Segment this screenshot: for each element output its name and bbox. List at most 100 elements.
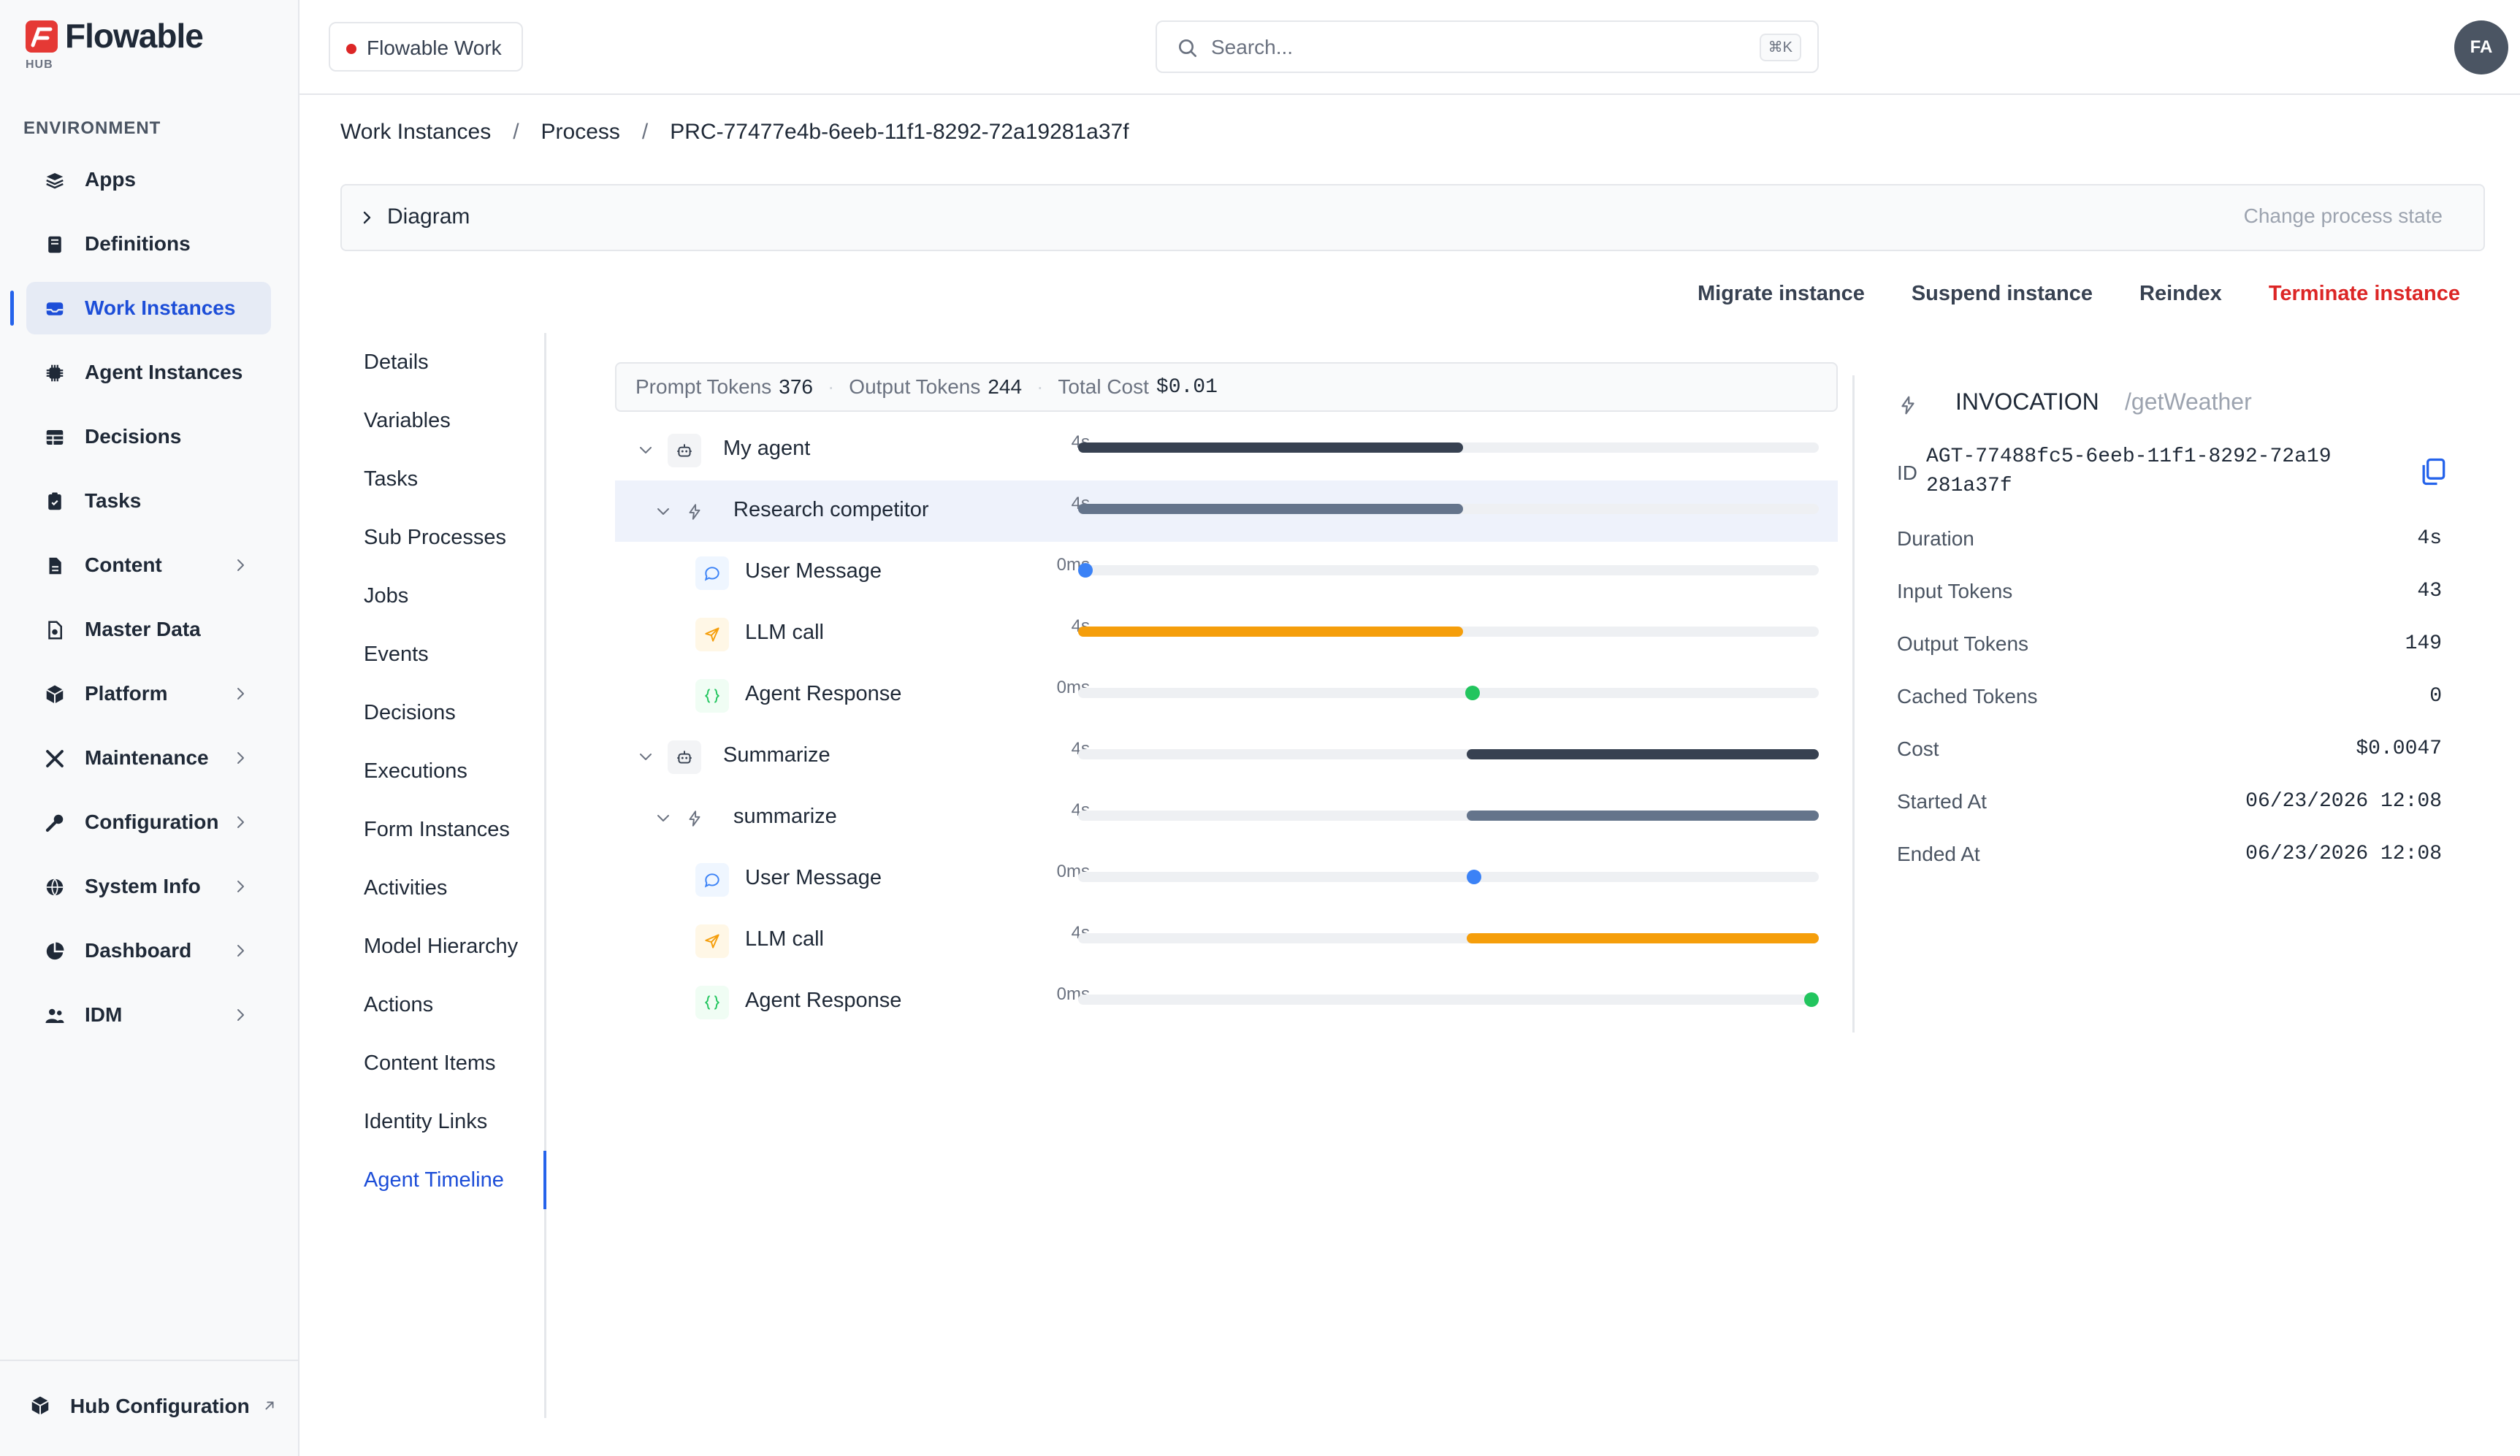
terminate-instance-button[interactable]: Terminate instance <box>2268 282 2460 305</box>
timeline-row[interactable]: Research competitor 4s <box>615 480 1838 542</box>
total-cost-value: $0.01 <box>1156 375 1218 399</box>
apps-icon <box>46 173 64 189</box>
change-process-state-button[interactable]: Change process state <box>2243 204 2443 227</box>
timeline-track <box>1078 870 1819 884</box>
sidebar-item-maintenance[interactable]: Maintenance <box>26 732 271 784</box>
sidebar-item-dashboard[interactable]: Dashboard <box>26 924 271 977</box>
sidebar-item-label: Platform <box>85 682 168 705</box>
users-icon <box>45 1008 64 1023</box>
timeline-row[interactable]: LLM call 4s <box>615 910 1838 971</box>
timeline-row[interactable]: User Message 0ms <box>615 542 1838 603</box>
sidebar-item-platform[interactable]: Platform <box>26 667 271 720</box>
reindex-button[interactable]: Reindex <box>2139 282 2222 305</box>
tab-activities[interactable]: Activities <box>364 876 448 900</box>
timeline-row[interactable]: LLM call 4s <box>615 603 1838 664</box>
globe-icon <box>46 878 64 897</box>
detail-field-value: 06/23/2026 12:08 <box>2245 790 2442 813</box>
sidebar-item-label: Content <box>85 553 162 576</box>
document-icon <box>49 557 61 575</box>
chevron-down-icon[interactable] <box>654 809 672 827</box>
brand-sub: HUB <box>26 58 53 71</box>
chat-bubble-icon <box>695 863 729 897</box>
environment-section-label: ENVIRONMENT <box>23 118 161 138</box>
tab-details[interactable]: Details <box>364 350 429 374</box>
sidebar-item-master-data[interactable]: Master Data <box>26 603 271 656</box>
search-input[interactable] <box>1211 32 1708 63</box>
chat-bubble-icon <box>695 556 729 590</box>
timeline-row-name: Summarize <box>723 743 831 767</box>
timeline-row[interactable]: User Message 0ms <box>615 848 1838 910</box>
robot-icon <box>668 740 701 774</box>
sidebar-item-agent-instances[interactable]: Agent Instances <box>26 346 271 399</box>
user-avatar[interactable]: FA <box>2454 20 2508 74</box>
book-icon <box>48 236 61 253</box>
tools-icon <box>46 750 64 767</box>
timeline-duration-bar <box>1467 811 1819 821</box>
inbox-icon <box>46 302 64 315</box>
sidebar-item-content[interactable]: Content <box>26 539 271 591</box>
sidebar-item-label: Decisions <box>85 425 182 448</box>
timeline-row-name: Research competitor <box>733 498 929 521</box>
diagram-panel[interactable]: Diagram Change process state <box>340 184 2485 251</box>
breadcrumb-work-instances[interactable]: Work Instances <box>340 120 492 144</box>
output-tokens-label: Output Tokens <box>849 375 981 398</box>
flowable-logo[interactable]: Flowable HUB <box>24 16 214 74</box>
migrate-instance-button[interactable]: Migrate instance <box>1697 282 1865 305</box>
global-search[interactable]: ⌘K <box>1156 20 1819 73</box>
timeline-row-name: Agent Response <box>745 682 902 705</box>
tab-tasks[interactable]: Tasks <box>364 467 419 491</box>
chevron-down-icon[interactable] <box>637 441 654 459</box>
instance-tabs: Details Variables Tasks Sub Processes Jobs Ev… <box>340 333 546 1418</box>
chevron-down-icon[interactable] <box>654 502 672 520</box>
token-summary: Prompt Tokens 376 · Output Tokens 244 · To… <box>615 362 1838 412</box>
tab-events[interactable]: Events <box>364 643 429 666</box>
wrench-icon <box>45 814 64 832</box>
timeline-row[interactable]: Agent Response 0ms <box>615 664 1838 726</box>
breadcrumb-process[interactable]: Process <box>541 120 620 144</box>
environment-name: Flowable Work <box>367 37 502 59</box>
sidebar-item-label: Work Instances <box>85 296 236 319</box>
summary-separator: · <box>827 375 835 398</box>
sidebar-item-configuration[interactable]: Configuration <box>26 796 271 848</box>
sidebar-item-apps[interactable]: Apps <box>26 153 271 206</box>
agent-timeline: Prompt Tokens 376 · Output Tokens 244 · To… <box>615 362 1838 1032</box>
timeline-row-name: LLM call <box>745 621 824 644</box>
tab-variables[interactable]: Variables <box>364 409 451 432</box>
summary-separator: · <box>1036 375 1044 398</box>
hub-configuration-link[interactable]: Hub Configuration <box>0 1360 299 1456</box>
sidebar-item-definitions[interactable]: Definitions <box>26 218 271 270</box>
tab-actions[interactable]: Actions <box>364 993 434 1016</box>
timeline-row[interactable]: summarize 4s <box>615 787 1838 848</box>
copy-icon[interactable] <box>2417 456 2449 488</box>
timeline-row[interactable]: My agent 4s <box>615 419 1838 480</box>
tab-executions[interactable]: Executions <box>364 759 467 783</box>
timeline-row-name: User Message <box>745 866 882 889</box>
tab-decisions[interactable]: Decisions <box>364 701 456 724</box>
prompt-tokens-value: 376 <box>779 375 813 398</box>
sidebar-item-tasks[interactable]: Tasks <box>26 475 271 527</box>
tab-agent-timeline[interactable]: Agent Timeline <box>340 1151 546 1209</box>
detail-field-label: Cost <box>1897 737 1939 760</box>
timeline-duration-bar <box>1467 933 1819 943</box>
environment-selector[interactable]: Flowable Work <box>329 22 523 72</box>
tab-form-instances[interactable]: Form Instances <box>364 818 510 841</box>
sidebar-item-system-info[interactable]: System Info <box>26 860 271 913</box>
chevron-down-icon[interactable] <box>637 748 654 765</box>
suspend-instance-button[interactable]: Suspend instance <box>1911 282 2093 305</box>
details-path: /getWeather <box>2125 388 2252 415</box>
timeline-row[interactable]: Summarize 4s <box>615 726 1838 787</box>
tab-jobs[interactable]: Jobs <box>364 584 409 608</box>
timeline-row[interactable]: Agent Response 0ms <box>615 971 1838 1032</box>
details-id-value: AGT-77488fc5-6eeb-11f1-8292-72a19281a37f <box>1926 445 2332 497</box>
cube-icon <box>46 685 64 704</box>
detail-field-cached-tokens: Cached Tokens 0 <box>1897 685 2442 714</box>
tab-model-hierarchy[interactable]: Model Hierarchy <box>364 935 519 958</box>
timeline-row-name: My agent <box>723 437 811 460</box>
pie-chart-icon <box>46 942 64 960</box>
sidebar-item-decisions[interactable]: Decisions <box>26 410 271 463</box>
tab-sub-processes[interactable]: Sub Processes <box>364 526 507 549</box>
tab-content-items[interactable]: Content Items <box>364 1051 496 1075</box>
tab-identity-links[interactable]: Identity Links <box>364 1110 488 1133</box>
sidebar-item-idm[interactable]: IDM <box>26 989 271 1041</box>
sidebar-item-work-instances[interactable]: Work Instances <box>10 282 271 334</box>
